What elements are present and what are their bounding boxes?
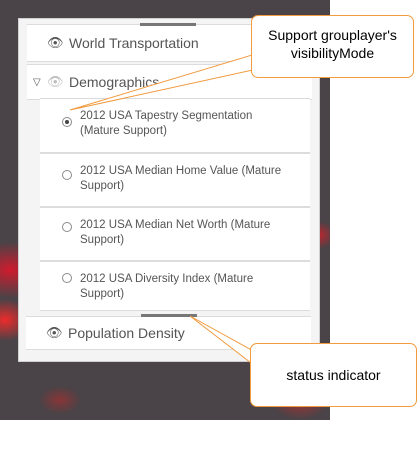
- eye-icon[interactable]: 👁: [46, 325, 63, 340]
- sublayer-label: 2012 USA Median Net Worth (Mature Suppor…: [80, 219, 271, 246]
- callout-status-indicator: status indicator: [250, 343, 417, 407]
- layer-label: Demographics: [69, 74, 160, 90]
- sublayer-label: 2012 USA Diversity Index (Mature Support…: [80, 273, 254, 300]
- sublayer-item[interactable]: 2012 USA Median Net Worth (Mature Suppor…: [40, 207, 310, 261]
- eye-icon[interactable]: 👁: [47, 35, 64, 50]
- callout-text: Support grouplayer's visibilityMode: [268, 27, 397, 61]
- sublayer-item[interactable]: 2012 USA Diversity Index (Mature Support…: [40, 261, 310, 311]
- sublayer-item[interactable]: 2012 USA Median Home Value (Mature Suppo…: [40, 153, 310, 207]
- callout-text: status indicator: [286, 367, 381, 383]
- layer-demographics[interactable]: ▽ 👁 Demographics: [27, 64, 312, 100]
- caret-down-icon[interactable]: ▽: [33, 76, 41, 88]
- radio-icon[interactable]: [62, 170, 72, 180]
- eye-icon[interactable]: 👁: [47, 74, 64, 89]
- status-indicator: [141, 314, 197, 317]
- layer-label: World Transportation: [69, 35, 199, 51]
- sublayer-label: 2012 USA Median Home Value (Mature Suppo…: [80, 165, 282, 192]
- radio-icon[interactable]: [62, 273, 72, 283]
- sublayer-label: 2012 USA Tapestry Segmentation (Mature S…: [80, 110, 253, 137]
- radio-selected-icon[interactable]: [62, 117, 72, 127]
- radio-icon[interactable]: [62, 222, 72, 232]
- layer-label: Population Density: [68, 325, 185, 341]
- status-indicator: [140, 23, 196, 26]
- callout-visibility-mode: Support grouplayer's visibilityMode: [251, 15, 414, 78]
